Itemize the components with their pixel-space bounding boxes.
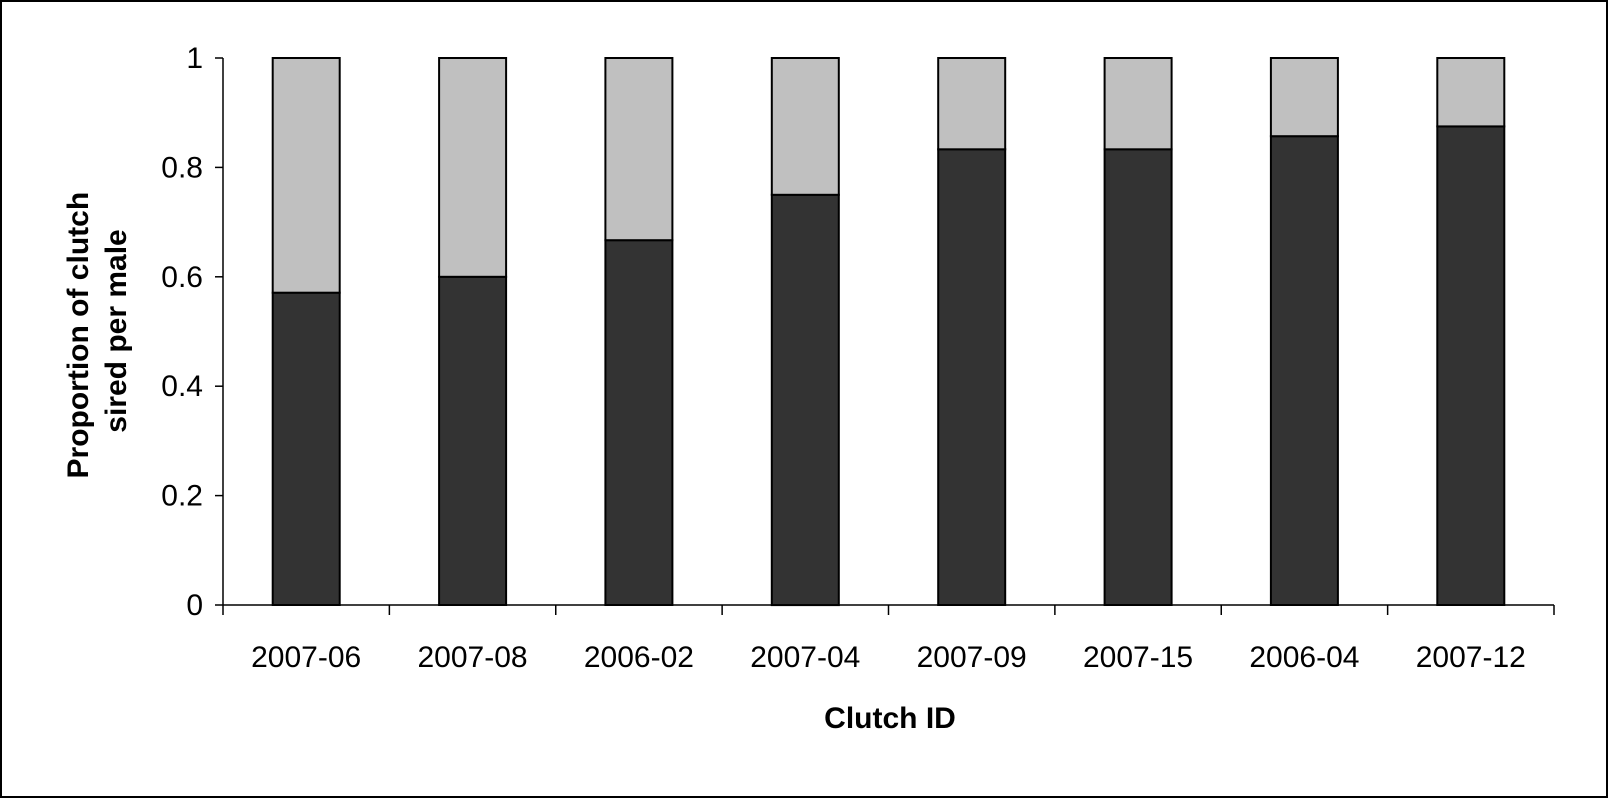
bar-2007-09-segment-2 bbox=[937, 57, 1007, 151]
bar-2007-08-segment-1 bbox=[438, 275, 508, 606]
bar-2007-15-segment-1 bbox=[1103, 148, 1173, 607]
y-tick-label-0.4: 0.4 bbox=[161, 370, 203, 403]
y-tick-label-1: 1 bbox=[186, 42, 203, 75]
bar-2006-02-segment-2 bbox=[604, 57, 674, 242]
y-tick-label-0: 0 bbox=[186, 589, 203, 622]
y-axis-title-line-1: Proportion of clutch bbox=[62, 192, 95, 479]
x-tick-label-2007-15: 2007-15 bbox=[1083, 641, 1193, 674]
bar-2007-09-segment-1 bbox=[937, 148, 1007, 607]
x-tick-label-2007-08: 2007-08 bbox=[418, 641, 528, 674]
x-tick-label-2006-02: 2006-02 bbox=[584, 641, 694, 674]
bar-2007-04-segment-2 bbox=[770, 57, 840, 196]
x-tick-label-2007-04: 2007-04 bbox=[750, 641, 860, 674]
axes-layer: 0 0.2 0.4 0.6 0.8 1 2007-06 2007-08 2006-02 2007-… bbox=[161, 42, 1555, 674]
y-axis-title-line-2: sired per male bbox=[100, 229, 133, 432]
bar-2006-04-segment-2 bbox=[1269, 57, 1339, 138]
labels-layer: Clutch ID Proportion of clutch sired per… bbox=[62, 184, 956, 735]
x-axis-title: Clutch ID bbox=[824, 702, 956, 735]
bar-2007-12-segment-2 bbox=[1436, 57, 1506, 128]
bar-2006-04-segment-1 bbox=[1269, 135, 1339, 606]
y-tick-label-0.6: 0.6 bbox=[161, 261, 203, 294]
y-axis-title: Proportion of clutch sired per male bbox=[62, 184, 133, 479]
bar-2007-15-segment-2 bbox=[1103, 57, 1173, 151]
bar-2007-06-segment-2 bbox=[271, 57, 341, 294]
bar-2007-12-segment-1 bbox=[1436, 125, 1506, 607]
x-tick-label-2007-12: 2007-12 bbox=[1416, 641, 1526, 674]
bar-2006-02-segment-1 bbox=[604, 239, 674, 606]
bar-2007-04-segment-1 bbox=[770, 193, 840, 607]
bar-2007-06-segment-1 bbox=[271, 291, 341, 606]
bar-2007-08-segment-2 bbox=[438, 57, 508, 278]
y-tick-label-0.8: 0.8 bbox=[161, 151, 203, 184]
y-tick-label-0.2: 0.2 bbox=[161, 480, 203, 513]
x-tick-label-2007-09: 2007-09 bbox=[917, 641, 1027, 674]
x-tick-label-2006-04: 2006-04 bbox=[1249, 641, 1359, 674]
x-tick-label-2007-06: 2007-06 bbox=[251, 641, 361, 674]
bars-layer bbox=[271, 57, 1506, 607]
